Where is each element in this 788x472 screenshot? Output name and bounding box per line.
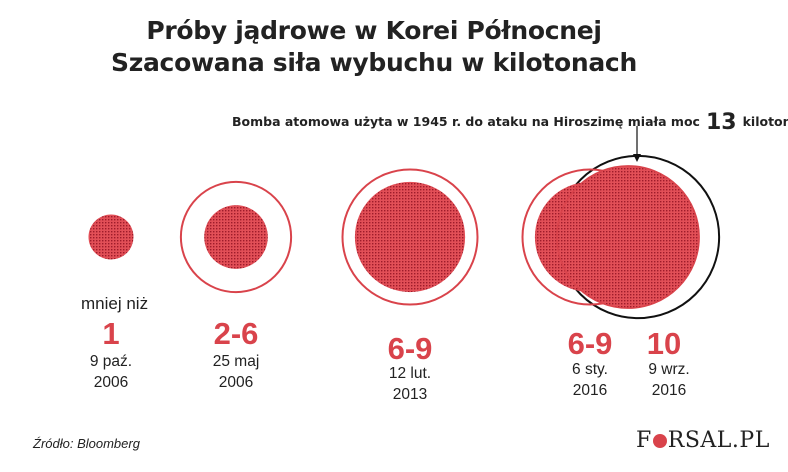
chart-title: Próby jądrowe w Korei Północnej xyxy=(146,16,602,45)
label-1-date-year: 2006 xyxy=(93,373,129,391)
label-3-value: 6-9 xyxy=(387,331,433,366)
label-4-date-year: 2016 xyxy=(572,381,608,399)
bubble-2-min xyxy=(204,205,268,269)
label-4-date: 6 sty. 2016 xyxy=(565,360,615,402)
label-4-value: 6-9 xyxy=(567,326,613,361)
logo-dot-icon xyxy=(652,434,667,448)
hiroshima-value: 13 xyxy=(705,110,737,135)
forsal-logo: F RSAL.PL xyxy=(636,428,770,453)
bubble-3-min xyxy=(354,181,466,293)
bubble-5 xyxy=(556,165,700,309)
label-1-date-day: 9 paź. xyxy=(89,353,133,370)
label-2-date-day: 25 maj xyxy=(212,353,260,370)
hiroshima-note: Bomba atomowa użyta w 1945 r. do ataku n… xyxy=(232,110,788,135)
label-5-value: 10 xyxy=(646,326,682,361)
label-3-date-year: 2013 xyxy=(392,385,428,403)
bubble-3-max-outline xyxy=(341,168,479,306)
bubble-2-max-outline xyxy=(179,180,293,294)
label-5-date-year: 2016 xyxy=(651,381,687,399)
label-1-value: 1 xyxy=(102,316,120,351)
source-note: Źródło: Bloomberg xyxy=(33,436,140,451)
label-2-date: 25 maj 2006 xyxy=(211,352,261,394)
label-3-date-day: 12 lut. xyxy=(388,365,432,382)
label-4-date-day: 6 sty. xyxy=(572,361,608,378)
bubbles xyxy=(88,154,721,320)
label-1-prefix: mniej niż xyxy=(81,294,149,313)
chart-subtitle: Szacowana siła wybuchu w kilotonach xyxy=(111,48,637,77)
hiroshima-note-text: Bomba atomowa użyta w 1945 r. do ataku n… xyxy=(232,114,700,129)
bubble-1 xyxy=(88,214,134,260)
label-3-date: 12 lut. 2013 xyxy=(385,364,435,406)
label-2-value: 2-6 xyxy=(213,316,259,351)
label-5-date-day: 9 wrz. xyxy=(648,361,690,378)
label-1-date: 9 paź. 2006 xyxy=(86,352,136,394)
label-2-date-year: 2006 xyxy=(218,373,254,391)
label-5-date: 9 wrz. 2016 xyxy=(642,360,696,402)
hiroshima-unit: kiloton xyxy=(742,114,788,129)
